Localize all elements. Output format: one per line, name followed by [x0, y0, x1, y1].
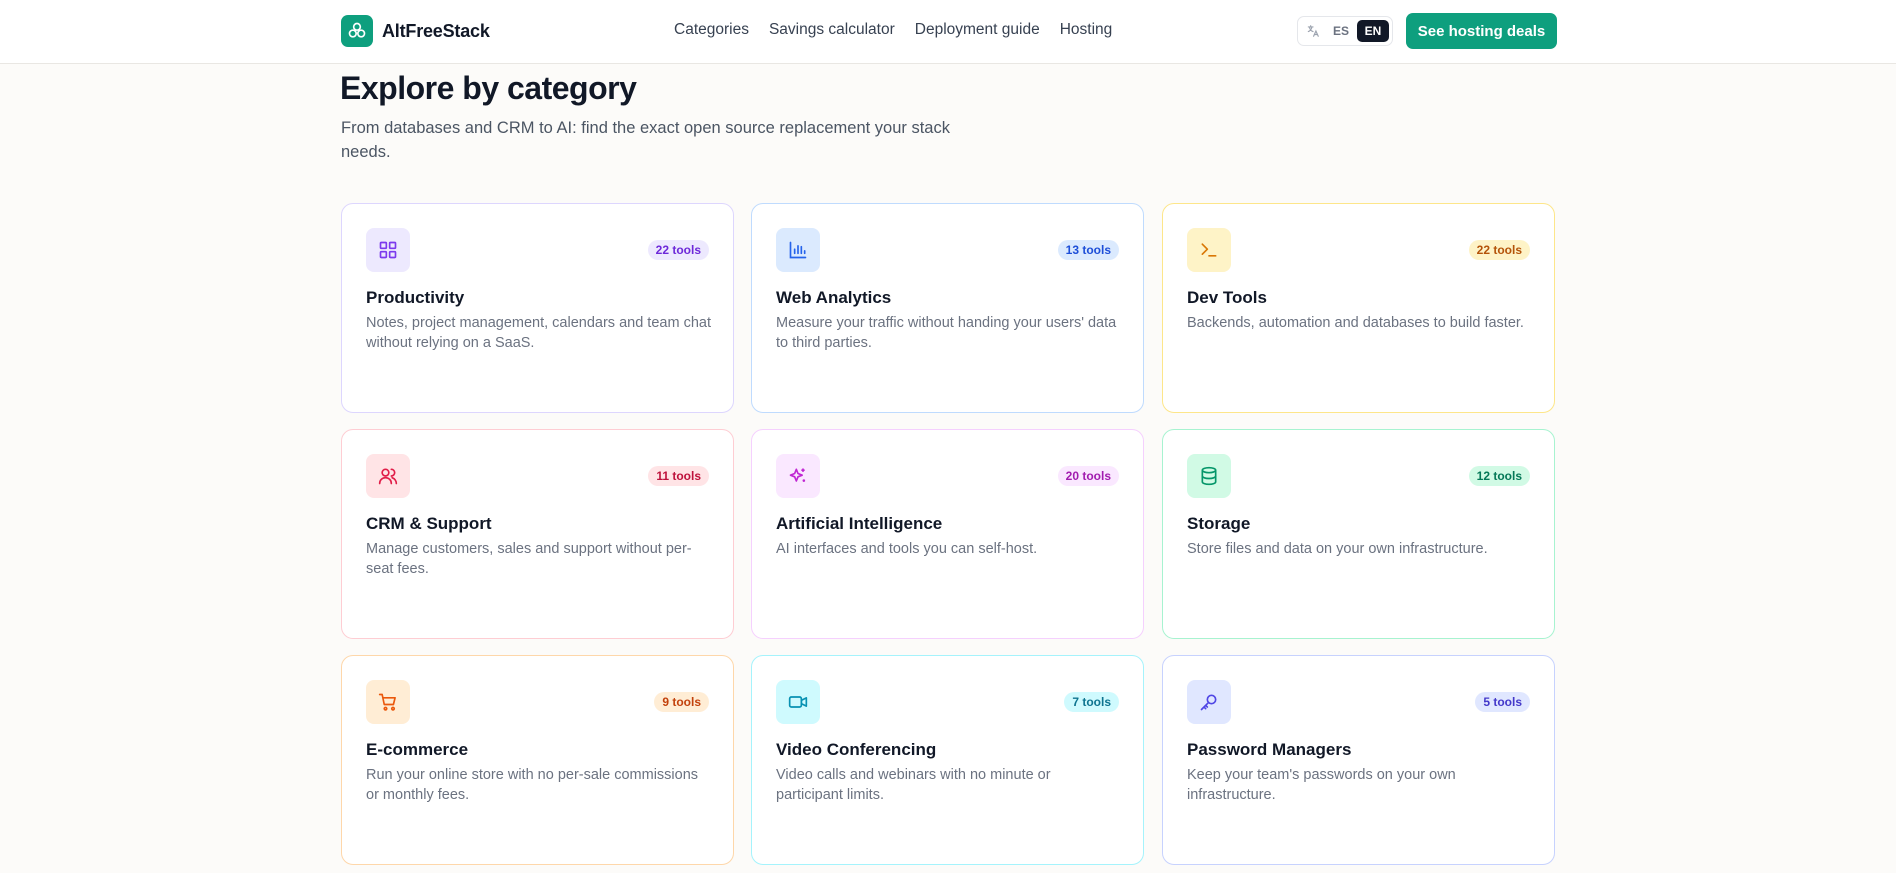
grid-icon [366, 228, 410, 272]
lang-en-button[interactable]: EN [1357, 20, 1389, 42]
card-title: Artificial Intelligence [776, 514, 943, 533]
brand-name: AltFreeStack [382, 20, 490, 41]
nav-deployment-guide[interactable]: Deployment guide [914, 21, 1040, 38]
nav-categories[interactable]: Categories [674, 21, 749, 38]
category-card-password-managers[interactable]: 5 tools Password Managers Keep your team… [1162, 655, 1555, 865]
category-card-storage[interactable]: 12 tools Storage Store files and data on… [1162, 429, 1555, 639]
card-title: Web Analytics [776, 288, 892, 307]
card-description: Video calls and webinars with no minute … [776, 767, 1051, 803]
video-icon [776, 680, 820, 724]
nav-savings-calculator[interactable]: Savings calculator [768, 21, 895, 38]
category-card-web-analytics[interactable]: 13 tools Web Analytics Measure your traf… [751, 203, 1144, 413]
card-description: Store files and data on your own infrast… [1187, 541, 1488, 557]
card-description: Measure your traffic without handing you… [776, 315, 1117, 351]
card-title: CRM & Support [366, 514, 492, 533]
card-title: Productivity [366, 288, 465, 307]
card-description: AI interfaces and tools you can self-hos… [776, 541, 1038, 557]
lang-es-button[interactable]: ES [1332, 24, 1349, 38]
card-description: Backends, automation and databases to bu… [1187, 315, 1524, 331]
sparkles-icon [776, 454, 820, 498]
key-icon [1187, 680, 1231, 724]
brand-link[interactable]: AltFreeStack [341, 15, 490, 47]
translate-icon [1301, 24, 1325, 38]
page-title: Explore by category [340, 70, 637, 106]
brand-logo-icon [341, 15, 373, 47]
card-title: Storage [1187, 514, 1251, 533]
category-card-video-conferencing[interactable]: 7 tools Video Conferencing Video calls a… [751, 655, 1144, 865]
top-navbar: AltFreeStack Categories Savings calculat… [0, 0, 1896, 64]
category-card-crm-support[interactable]: 11 tools CRM & Support Manage customers,… [341, 429, 734, 639]
tool-count-badge: 22 tools [1468, 240, 1530, 260]
database-icon [1187, 454, 1231, 498]
card-description: Run your online store with no per-sale c… [366, 767, 699, 803]
terminal-icon [1187, 228, 1231, 272]
card-description: Manage customers, sales and support with… [366, 541, 692, 577]
card-description: Notes, project management, calendars and… [366, 315, 711, 351]
card-description: Keep your team's passwords on your own i… [1187, 767, 1456, 803]
tool-count-badge: 20 tools [1057, 466, 1119, 486]
nav-hosting[interactable]: Hosting [1059, 21, 1113, 38]
main-nav: Categories Savings calculator Deployment… [674, 21, 1112, 39]
category-card-dev-tools[interactable]: 22 tools Dev Tools Backends, automation … [1162, 203, 1555, 413]
tool-count-badge: 11 tools [648, 466, 709, 486]
users-icon [366, 454, 410, 498]
tool-count-badge: 9 tools [654, 692, 709, 712]
card-title: E-commerce [366, 740, 469, 759]
tool-count-badge: 7 tools [1064, 692, 1119, 712]
tool-count-badge: 22 tools [647, 240, 709, 260]
bar-chart-icon [776, 228, 820, 272]
see-hosting-deals-button[interactable]: See hosting deals [1406, 13, 1557, 49]
category-card-productivity[interactable]: 22 tools Productivity Notes, project man… [341, 203, 734, 413]
shopping-cart-icon [366, 680, 410, 724]
tool-count-badge: 12 tools [1468, 466, 1530, 486]
tool-count-badge: 5 tools [1475, 692, 1530, 712]
category-card-artificial-intelligence[interactable]: 20 tools Artificial Intelligence AI inte… [751, 429, 1144, 639]
page-subtitle: From databases and CRM to AI: find the e… [341, 119, 950, 161]
category-card-e-commerce[interactable]: 9 tools E-commerce Run your online store… [341, 655, 734, 865]
tool-count-badge: 13 tools [1057, 240, 1119, 260]
card-title: Password Managers [1187, 740, 1352, 759]
card-title: Video Conferencing [776, 740, 937, 759]
card-title: Dev Tools [1187, 288, 1267, 307]
language-switcher: ES EN [1297, 16, 1393, 46]
